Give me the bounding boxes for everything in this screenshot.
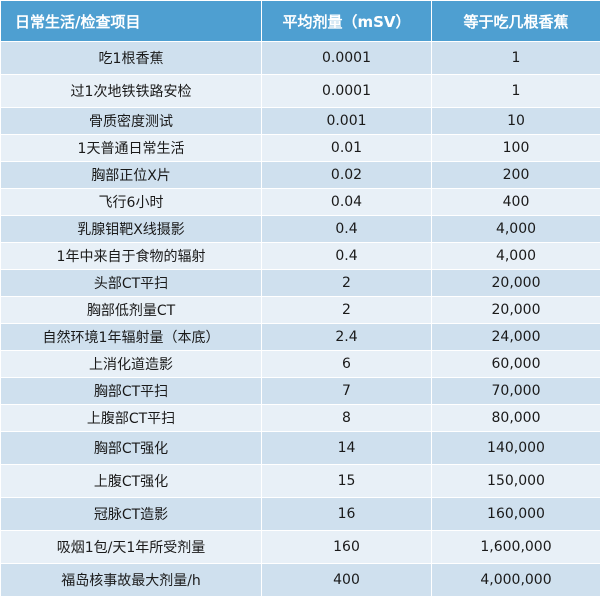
item-cell: 乳腺钼靶X线摄影 [1, 216, 262, 243]
banana-count-cell: 10 [432, 108, 600, 135]
dose-cell: 0.04 [262, 189, 432, 216]
banana-count-cell: 160,000 [432, 498, 600, 531]
item-cell: 上腹部CT平扫 [1, 405, 262, 432]
banana-count-cell: 80,000 [432, 405, 600, 432]
header-row: 日常生活/检查项目 平均剂量（mSV） 等于吃几根香蕉 [1, 1, 600, 42]
banana-count-cell: 4,000 [432, 243, 600, 270]
banana-count-cell: 20,000 [432, 297, 600, 324]
banana-count-cell: 1 [432, 42, 600, 75]
item-cell: 上消化道造影 [1, 351, 262, 378]
dose-cell: 16 [262, 498, 432, 531]
dose-cell: 0.4 [262, 243, 432, 270]
banana-count-cell: 20,000 [432, 270, 600, 297]
dose-cell: 2.4 [262, 324, 432, 351]
banana-count-cell: 140,000 [432, 432, 600, 465]
banana-count-cell: 70,000 [432, 378, 600, 405]
item-cell: 胸部低剂量CT [1, 297, 262, 324]
item-cell: 自然环境1年辐射量（本底） [1, 324, 262, 351]
banana-count-cell: 200 [432, 162, 600, 189]
dose-cell: 0.001 [262, 108, 432, 135]
banana-count-cell: 400 [432, 189, 600, 216]
dose-cell: 14 [262, 432, 432, 465]
banana-count-cell: 1 [432, 75, 600, 108]
item-cell: 胸部正位X片 [1, 162, 262, 189]
banana-count-cell: 24,000 [432, 324, 600, 351]
header-item: 日常生活/检查项目 [1, 1, 262, 42]
item-cell: 1年中来自于食物的辐射 [1, 243, 262, 270]
dose-cell: 0.01 [262, 135, 432, 162]
dose-cell: 6 [262, 351, 432, 378]
item-cell: 福岛核事故最大剂量/h [1, 564, 262, 597]
dose-cell: 15 [262, 465, 432, 498]
item-cell: 骨质密度测试 [1, 108, 262, 135]
dose-cell: 160 [262, 531, 432, 564]
dose-cell: 0.0001 [262, 42, 432, 75]
banana-count-cell: 60,000 [432, 351, 600, 378]
item-cell: 上腹CT强化 [1, 465, 262, 498]
dose-cell: 0.4 [262, 216, 432, 243]
banana-count-cell: 100 [432, 135, 600, 162]
banana-count-cell: 1,600,000 [432, 531, 600, 564]
dose-cell: 8 [262, 405, 432, 432]
banana-count-cell: 150,000 [432, 465, 600, 498]
item-cell: 胸部CT强化 [1, 432, 262, 465]
banana-count-cell: 4,000,000 [432, 564, 600, 597]
item-cell: 吸烟1包/天1年所受剂量 [1, 531, 262, 564]
dose-cell: 2 [262, 270, 432, 297]
item-cell: 冠脉CT造影 [1, 498, 262, 531]
dose-cell: 0.02 [262, 162, 432, 189]
item-cell: 飞行6小时 [1, 189, 262, 216]
item-cell: 头部CT平扫 [1, 270, 262, 297]
dose-cell: 0.0001 [262, 75, 432, 108]
item-cell: 1天普通日常生活 [1, 135, 262, 162]
dose-cell: 7 [262, 378, 432, 405]
item-cell: 过1次地铁铁路安检 [1, 75, 262, 108]
item-cell: 吃1根香蕉 [1, 42, 262, 75]
header-bananas: 等于吃几根香蕉 [432, 1, 600, 42]
header-dose: 平均剂量（mSV） [262, 1, 432, 42]
item-cell: 胸部CT平扫 [1, 378, 262, 405]
dose-cell: 400 [262, 564, 432, 597]
dose-cell: 2 [262, 297, 432, 324]
banana-count-cell: 4,000 [432, 216, 600, 243]
